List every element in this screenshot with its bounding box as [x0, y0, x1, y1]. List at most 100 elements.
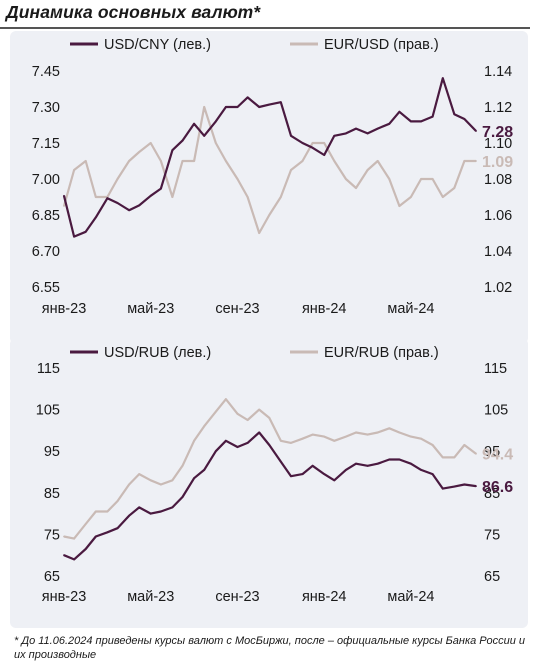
data-point [376, 431, 379, 434]
data-point [63, 535, 65, 538]
x-axis-tick: сен-23 [215, 301, 259, 317]
data-point [128, 209, 131, 212]
data-point [203, 106, 206, 108]
data-point [333, 160, 336, 162]
data-point [225, 398, 227, 401]
data-point [258, 106, 261, 108]
x-axis-tick: янв-24 [302, 589, 347, 605]
data-point [106, 510, 109, 513]
left-axis-tick: 95 [44, 444, 60, 460]
data-point [311, 464, 314, 467]
data-point [323, 154, 326, 156]
data-point [355, 127, 357, 130]
data-point [84, 548, 87, 550]
legend-label: USD/RUB (лев.) [104, 345, 211, 361]
data-point [94, 216, 97, 219]
chart-panel-bottom-background [10, 338, 528, 628]
left-axis-tick: 115 [37, 361, 60, 377]
data-point [279, 439, 282, 442]
data-point [203, 469, 206, 471]
left-axis-tick: 105 [36, 403, 60, 419]
data-point [268, 417, 271, 419]
right-axis-tick: 1.06 [484, 208, 512, 224]
data-point [290, 442, 292, 444]
data-point [420, 120, 422, 123]
data-point [203, 425, 206, 428]
footnote: * До 11.06.2024 приведены курсы валют с … [14, 635, 526, 661]
data-point [410, 120, 412, 123]
data-point [290, 475, 292, 478]
data-point [138, 506, 141, 509]
series-line [62, 105, 476, 235]
page-title: Динамика основных валют* [6, 2, 261, 22]
data-point [366, 169, 369, 171]
legend-label: EUR/RUB (прав.) [324, 345, 439, 361]
series-end-label: 1.09 [482, 154, 513, 171]
data-point [160, 160, 162, 162]
data-point [116, 202, 119, 204]
data-point [366, 132, 369, 135]
data-point [63, 194, 65, 197]
data-point [441, 456, 444, 459]
data-point [398, 110, 401, 113]
data-point [171, 149, 174, 152]
right-axis-tick: 1.08 [484, 172, 512, 188]
data-point [258, 408, 261, 411]
data-point [333, 439, 336, 442]
data-point [355, 462, 357, 465]
data-point [376, 127, 379, 130]
data-point [193, 122, 196, 125]
data-point [193, 439, 196, 442]
data-point [410, 196, 412, 198]
data-point [453, 187, 456, 189]
data-point [171, 479, 174, 482]
data-point [431, 444, 434, 446]
data-point [246, 442, 249, 444]
data-point [181, 464, 184, 467]
data-point [431, 115, 434, 118]
data-point [345, 435, 347, 438]
data-point [475, 160, 477, 162]
left-axis-tick: 6.55 [32, 280, 60, 296]
series-end-label: 7.28 [482, 124, 513, 141]
data-point [323, 142, 326, 144]
data-point [431, 473, 434, 475]
data-point [181, 139, 184, 142]
data-point [345, 469, 347, 471]
data-point [214, 142, 217, 144]
data-point [463, 444, 466, 446]
right-axis-tick: 1.12 [484, 100, 512, 116]
data-point [73, 558, 75, 561]
data-point [94, 196, 97, 198]
data-point [149, 512, 152, 515]
data-point [268, 444, 271, 446]
chart-usd-rub-eur-rub: 115 105 95 85 75 65 115 105 95 85 75 65 янв-23 май-23… [36, 345, 513, 605]
data-point [171, 506, 174, 509]
data-point [160, 483, 162, 486]
data-point [301, 160, 304, 162]
data-point [355, 431, 357, 434]
data-point [268, 103, 271, 106]
x-axis-tick: май-24 [387, 589, 434, 605]
data-point [311, 146, 314, 149]
data-point [236, 106, 239, 108]
data-point [225, 160, 227, 162]
left-axis-tick: 7.15 [32, 136, 60, 152]
data-point [410, 462, 412, 465]
data-point [441, 196, 444, 198]
data-point [236, 412, 239, 415]
data-point [214, 450, 217, 453]
data-point [63, 554, 65, 557]
data-point [279, 101, 282, 104]
data-point [366, 433, 369, 436]
data-point [94, 535, 97, 538]
data-point [128, 160, 131, 162]
data-point [116, 527, 119, 530]
data-point [138, 473, 141, 475]
legend-label: USD/CNY (лев.) [104, 37, 211, 53]
data-point [290, 169, 292, 171]
chart-panel-top: 7.45 7.30 7.15 7.00 6.85 6.70 6.55 1.14 1.12 1.10… [0, 31, 542, 344]
data-point [388, 122, 391, 125]
data-point [193, 477, 196, 480]
left-axis-tick: 7.45 [32, 64, 60, 80]
